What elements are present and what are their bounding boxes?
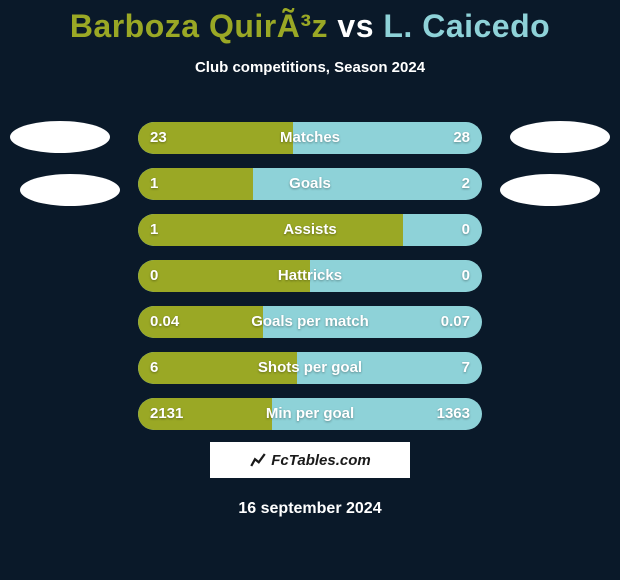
player1-name: Barboza QuirÃ³z <box>70 8 328 44</box>
stat-label: Goals <box>138 168 482 200</box>
stat-bar: 23Matches28 <box>138 122 482 154</box>
stat-label: Shots per goal <box>138 352 482 384</box>
stat-label: Hattricks <box>138 260 482 292</box>
stat-label: Goals per match <box>138 306 482 338</box>
stat-label: Assists <box>138 214 482 246</box>
player2-name: L. Caicedo <box>383 8 550 44</box>
stat-label: Min per goal <box>138 398 482 430</box>
stat-bar: 1Assists0 <box>138 214 482 246</box>
avatar-placeholder-p1-bottom <box>20 174 120 206</box>
stat-value-right: 2 <box>462 168 470 200</box>
stat-bar: 0.04Goals per match0.07 <box>138 306 482 338</box>
fctables-logo: FcTables.com <box>210 442 410 478</box>
comparison-title: Barboza QuirÃ³z vs L. Caicedo <box>0 0 620 45</box>
stat-bar: 6Shots per goal7 <box>138 352 482 384</box>
infographic-date: 16 september 2024 <box>0 500 620 518</box>
vs-text: vs <box>337 8 374 44</box>
stat-label: Matches <box>138 122 482 154</box>
subtitle: Club competitions, Season 2024 <box>0 59 620 76</box>
avatar-placeholder-p2-bottom <box>500 174 600 206</box>
stat-bars-container: 23Matches281Goals21Assists00Hattricks00.… <box>138 122 482 444</box>
stat-value-right: 0 <box>462 214 470 246</box>
avatar-placeholder-p2-top <box>510 121 610 153</box>
stat-bar: 1Goals2 <box>138 168 482 200</box>
stat-value-right: 1363 <box>437 398 470 430</box>
stat-value-right: 0.07 <box>441 306 470 338</box>
stat-value-right: 28 <box>453 122 470 154</box>
avatar-placeholder-p1-top <box>10 121 110 153</box>
stat-value-right: 0 <box>462 260 470 292</box>
logo-text: FcTables.com <box>271 452 370 469</box>
stat-bar: 2131Min per goal1363 <box>138 398 482 430</box>
stat-value-right: 7 <box>462 352 470 384</box>
stat-bar: 0Hattricks0 <box>138 260 482 292</box>
chart-icon <box>249 451 267 469</box>
